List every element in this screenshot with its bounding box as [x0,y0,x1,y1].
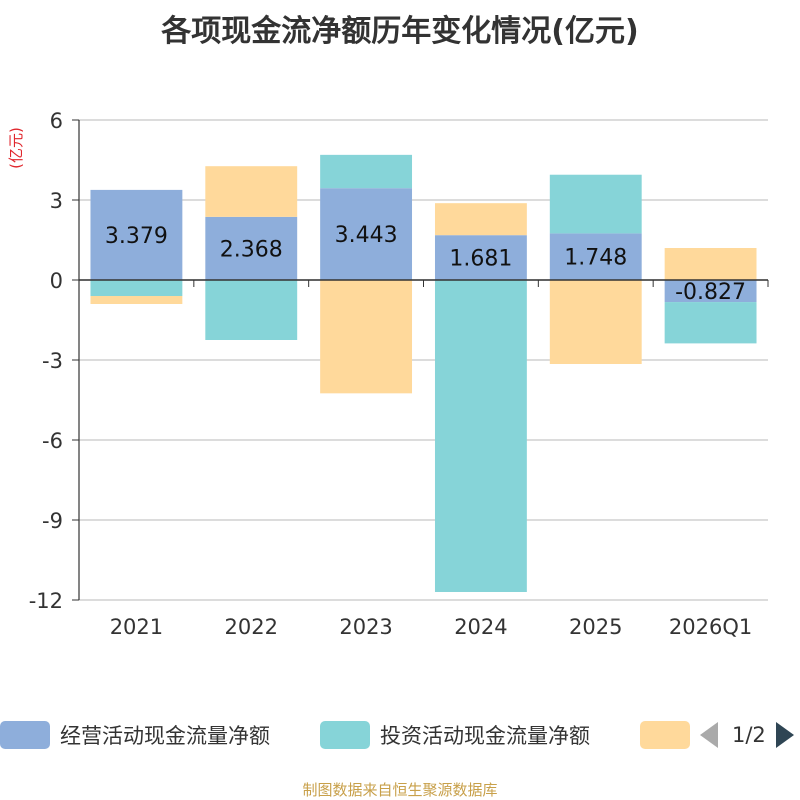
x-tick-label: 2022 [225,615,278,639]
data-source-note: 制图数据来自恒生聚源数据库 [302,781,498,799]
legend-item-operating[interactable]: 经营活动现金流量净额 [0,715,270,755]
y-tick-label: 3 [50,189,63,213]
bar-series0-2026Q1 [664,280,757,303]
bar-series0-2024 [434,235,527,280]
bar-series2-2024 [434,203,527,236]
bar-series2-2026Q1 [664,248,757,280]
data-label: 3.443 [335,223,398,248]
bar-series2-2022 [205,166,298,217]
bar-series1-2021 [90,280,183,296]
bar-series1-2023 [320,154,413,189]
bar-series1-2022 [205,280,298,340]
x-tick-label: 2024 [454,615,507,639]
legend-page-indicator: 1/2 [732,723,766,747]
bar-series1-2024 [434,280,527,592]
data-label: 2.368 [220,237,283,262]
data-label: -0.827 [675,280,746,305]
x-tick-label: 2025 [569,615,622,639]
legend-swatch-investing [320,721,370,749]
bar-series1-2025 [549,174,642,234]
x-tick-label: 2026Q1 [669,615,752,639]
y-tick-label: -3 [42,349,63,373]
legend-swatch-financing [640,721,690,749]
bar-series1-2026Q1 [664,302,757,344]
bar-series0-2025 [549,233,642,280]
legend-item-investing[interactable]: 投资活动现金流量净额 [320,715,590,755]
y-axis-unit: (亿元) [7,127,25,169]
data-label: 1.748 [564,246,627,271]
legend-item-financing[interactable] [640,715,700,755]
y-tick-label: 6 [50,109,63,133]
legend-label-operating: 经营活动现金流量净额 [60,724,270,748]
legend-prev-arrow-icon[interactable] [700,722,718,748]
y-tick-label: -12 [29,589,63,613]
legend-label-investing: 投资活动现金流量净额 [380,724,590,748]
legend-swatch-operating [0,721,50,749]
legend-next-arrow-icon[interactable] [775,722,794,748]
data-label: 3.379 [105,224,168,249]
data-label: 1.681 [449,247,512,272]
chart-title: 各项现金流净额历年变化情况(亿元) [161,14,639,49]
bar-series0-2023 [320,188,413,280]
bar-series2-2025 [549,280,642,364]
x-tick-label: 2021 [110,615,163,639]
y-tick-label: 0 [50,269,63,293]
bar-series2-2021 [90,296,183,304]
legend: 经营活动现金流量净额 投资活动现金流量净额 1/2 [0,715,800,755]
stacked-bar-chart: -12 -9 -6 -3 0 3 6 2021 2022 2023 2024 2025 2026Q1 3.… [29,109,769,639]
y-tick-label: -9 [42,509,63,533]
x-tick-label: 2023 [339,615,392,639]
y-tick-label: -6 [42,429,63,453]
y-axis-unit-label: (亿元) [7,127,25,169]
bar-series2-2023 [320,280,413,394]
legend-pager: 1/2 [700,715,794,755]
bar-series0-2022 [205,216,298,280]
bar-series0-2021 [90,189,183,280]
